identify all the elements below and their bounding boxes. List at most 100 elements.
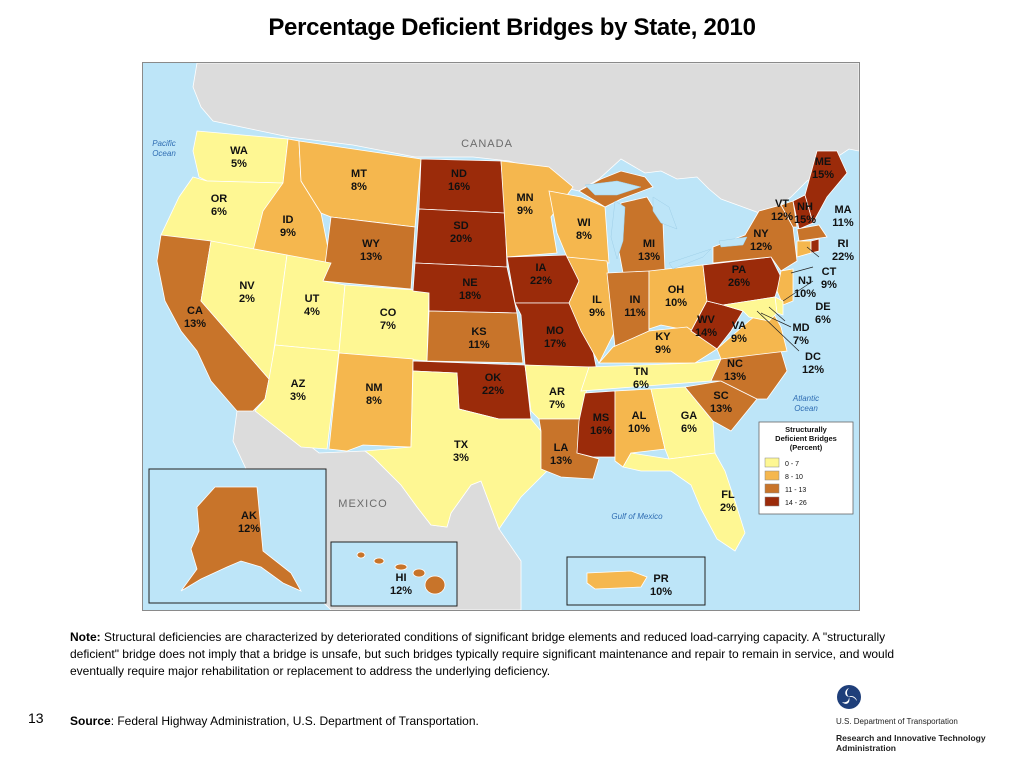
state-abbr-ne: NE [462,277,477,289]
state-abbr-nd: ND [451,168,467,180]
state-pct-ks: 11% [468,339,490,351]
state-pct-ne: 18% [459,290,481,302]
state-abbr-dc: DC [805,351,821,363]
state-abbr-nj: NJ [798,275,812,287]
page-title: Percentage Deficient Bridges by State, 2… [268,14,756,41]
state-NJ[interactable] [776,268,794,306]
state-AZ[interactable] [254,344,340,450]
state-SC[interactable] [684,380,758,432]
state-AK[interactable] [180,486,302,592]
state-NM[interactable] [328,352,414,452]
legend-label: 0 - 7 [785,461,799,468]
state-WA[interactable] [192,130,289,184]
source-line: Source: Federal Highway Administration, … [70,714,479,728]
state-pct-ri: 22% [832,251,854,263]
state-abbr-ca: CA [187,305,203,317]
note-paragraph: Note: Structural deficiencies are charac… [70,629,930,680]
state-NY[interactable] [712,204,798,272]
state-pct-oh: 10% [665,297,687,309]
state-pct-ga: 6% [681,423,697,435]
state-MA[interactable] [796,224,828,242]
state-pct-ky: 9% [655,344,671,356]
state-pct-ms: 16% [590,425,612,437]
state-HI[interactable] [356,551,446,595]
state-abbr-wy: WY [362,238,380,250]
state-pct-ct: 9% [821,279,837,291]
hawaii-inset [330,541,458,607]
state-abbr-mi: MI [643,238,655,250]
state-abbr-me: ME [815,156,832,168]
state-pct-tx: 3% [453,452,469,464]
legend-swatch [764,457,780,468]
state-pct-vt: 12% [771,211,793,223]
state-abbr-al: AL [632,410,647,422]
state-abbr-il: IL [592,294,602,306]
state-MD[interactable] [722,296,778,322]
atlantic-ocean-label-1: Atlantic [792,394,819,403]
state-pct-ak: 12% [238,523,260,535]
state-pct-ar: 7% [549,399,565,411]
state-pct-wa: 5% [231,158,247,170]
state-abbr-hi: HI [396,572,407,584]
state-pct-ma: 11% [832,217,854,229]
pacific-ocean-label-2: Ocean [152,149,176,158]
state-pct-ia: 22% [530,275,552,287]
state-abbr-ar: AR [549,386,565,398]
state-pct-id: 9% [280,227,296,239]
mexico-label: MEXICO [338,498,387,510]
state-pct-mt: 8% [351,181,367,193]
state-abbr-mt: MT [351,168,367,180]
us-bridges-map: CANADA MEXICO Pacific Ocean Atlantic Oce… [142,62,860,611]
state-pct-pa: 26% [728,277,750,289]
state-abbr-ak: AK [241,510,257,522]
state-abbr-ky: KY [655,331,671,343]
state-abbr-nv: NV [239,280,255,292]
legend-swatch [764,496,780,507]
state-abbr-ks: KS [471,326,486,338]
state-TX[interactable] [363,370,548,530]
state-abbr-pa: PA [732,264,747,276]
state-abbr-co: CO [380,307,397,319]
state-WY[interactable] [322,216,416,290]
dot-rita-line-2: Administration [836,743,896,753]
state-abbr-ga: GA [681,410,698,422]
state-pct-md: 7% [793,335,809,347]
state-abbr-ms: MS [593,412,610,424]
state-RI[interactable] [810,238,820,254]
state-pct-wi: 8% [576,230,592,242]
state-abbr-vt: VT [775,198,789,210]
state-ME[interactable] [804,150,848,225]
state-abbr-mn: MN [516,192,533,204]
state-pct-in: 11% [624,307,646,319]
state-abbr-ri: RI [838,238,849,250]
state-pct-nm: 8% [366,395,382,407]
state-PR[interactable] [586,570,648,590]
note-label: Note: [70,630,101,644]
legend-box [758,421,854,515]
state-abbr-ct: CT [822,266,837,278]
legend-title-3: (Percent) [790,443,823,452]
state-pct-al: 10% [628,423,650,435]
state-abbr-wv: WV [697,314,715,326]
state-abbr-ny: NY [753,228,769,240]
state-pct-hi: 12% [390,585,412,597]
state-abbr-ok: OK [485,372,502,384]
dot-triskelion-icon [837,685,861,709]
canada-label: CANADA [461,138,513,150]
legend-label: 14 - 26 [785,500,807,507]
state-WI[interactable] [548,190,610,264]
state-VT[interactable] [780,200,798,228]
state-abbr-md: MD [792,322,809,334]
state-abbr-pr: PR [653,573,668,585]
state-abbr-nm: NM [365,382,382,394]
state-pct-de: 6% [815,314,831,326]
state-abbr-in: IN [630,294,641,306]
state-pct-nh: 15% [794,214,816,226]
state-abbr-sc: SC [713,390,728,402]
state-abbr-wa: WA [230,145,248,157]
dot-department-name: U.S. Department of Transportation [836,717,958,726]
state-pct-la: 13% [550,455,572,467]
state-abbr-id: ID [283,214,294,226]
state-KS[interactable] [426,310,524,364]
state-FL[interactable] [622,452,746,552]
